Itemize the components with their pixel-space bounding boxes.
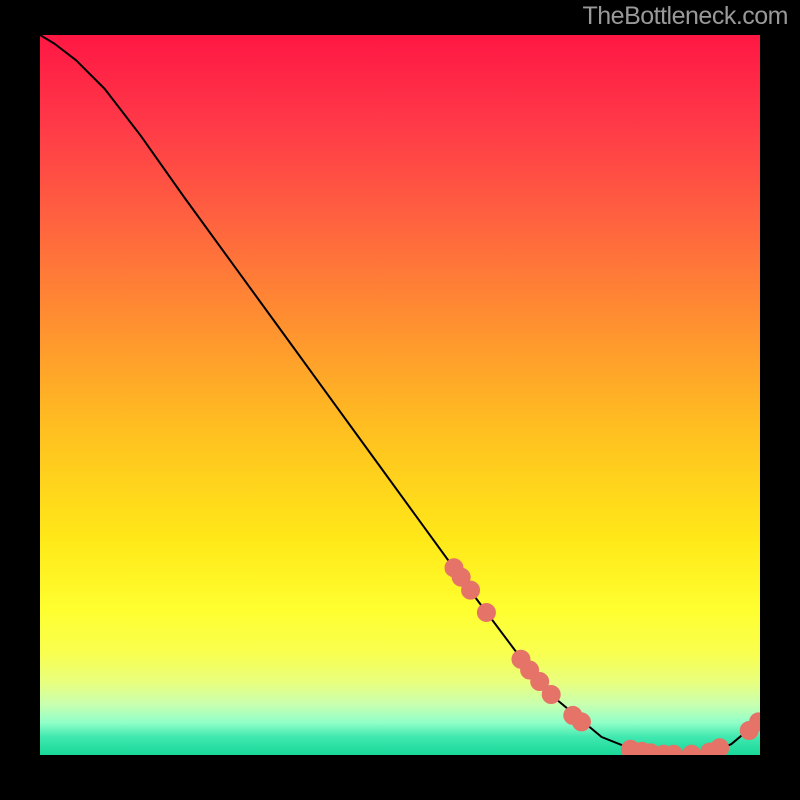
chart-container: TheBottleneck.com bbox=[0, 0, 800, 800]
data-marker bbox=[542, 686, 560, 704]
data-marker bbox=[572, 713, 590, 731]
data-marker bbox=[711, 739, 729, 755]
data-marker bbox=[462, 581, 480, 599]
bottleneck-curve bbox=[40, 35, 753, 755]
data-marker bbox=[477, 603, 495, 621]
curve-layer bbox=[40, 35, 760, 755]
plot-area bbox=[40, 35, 760, 755]
data-marker bbox=[683, 745, 701, 755]
watermark-text: TheBottleneck.com bbox=[583, 2, 789, 31]
markers-group bbox=[445, 559, 760, 755]
